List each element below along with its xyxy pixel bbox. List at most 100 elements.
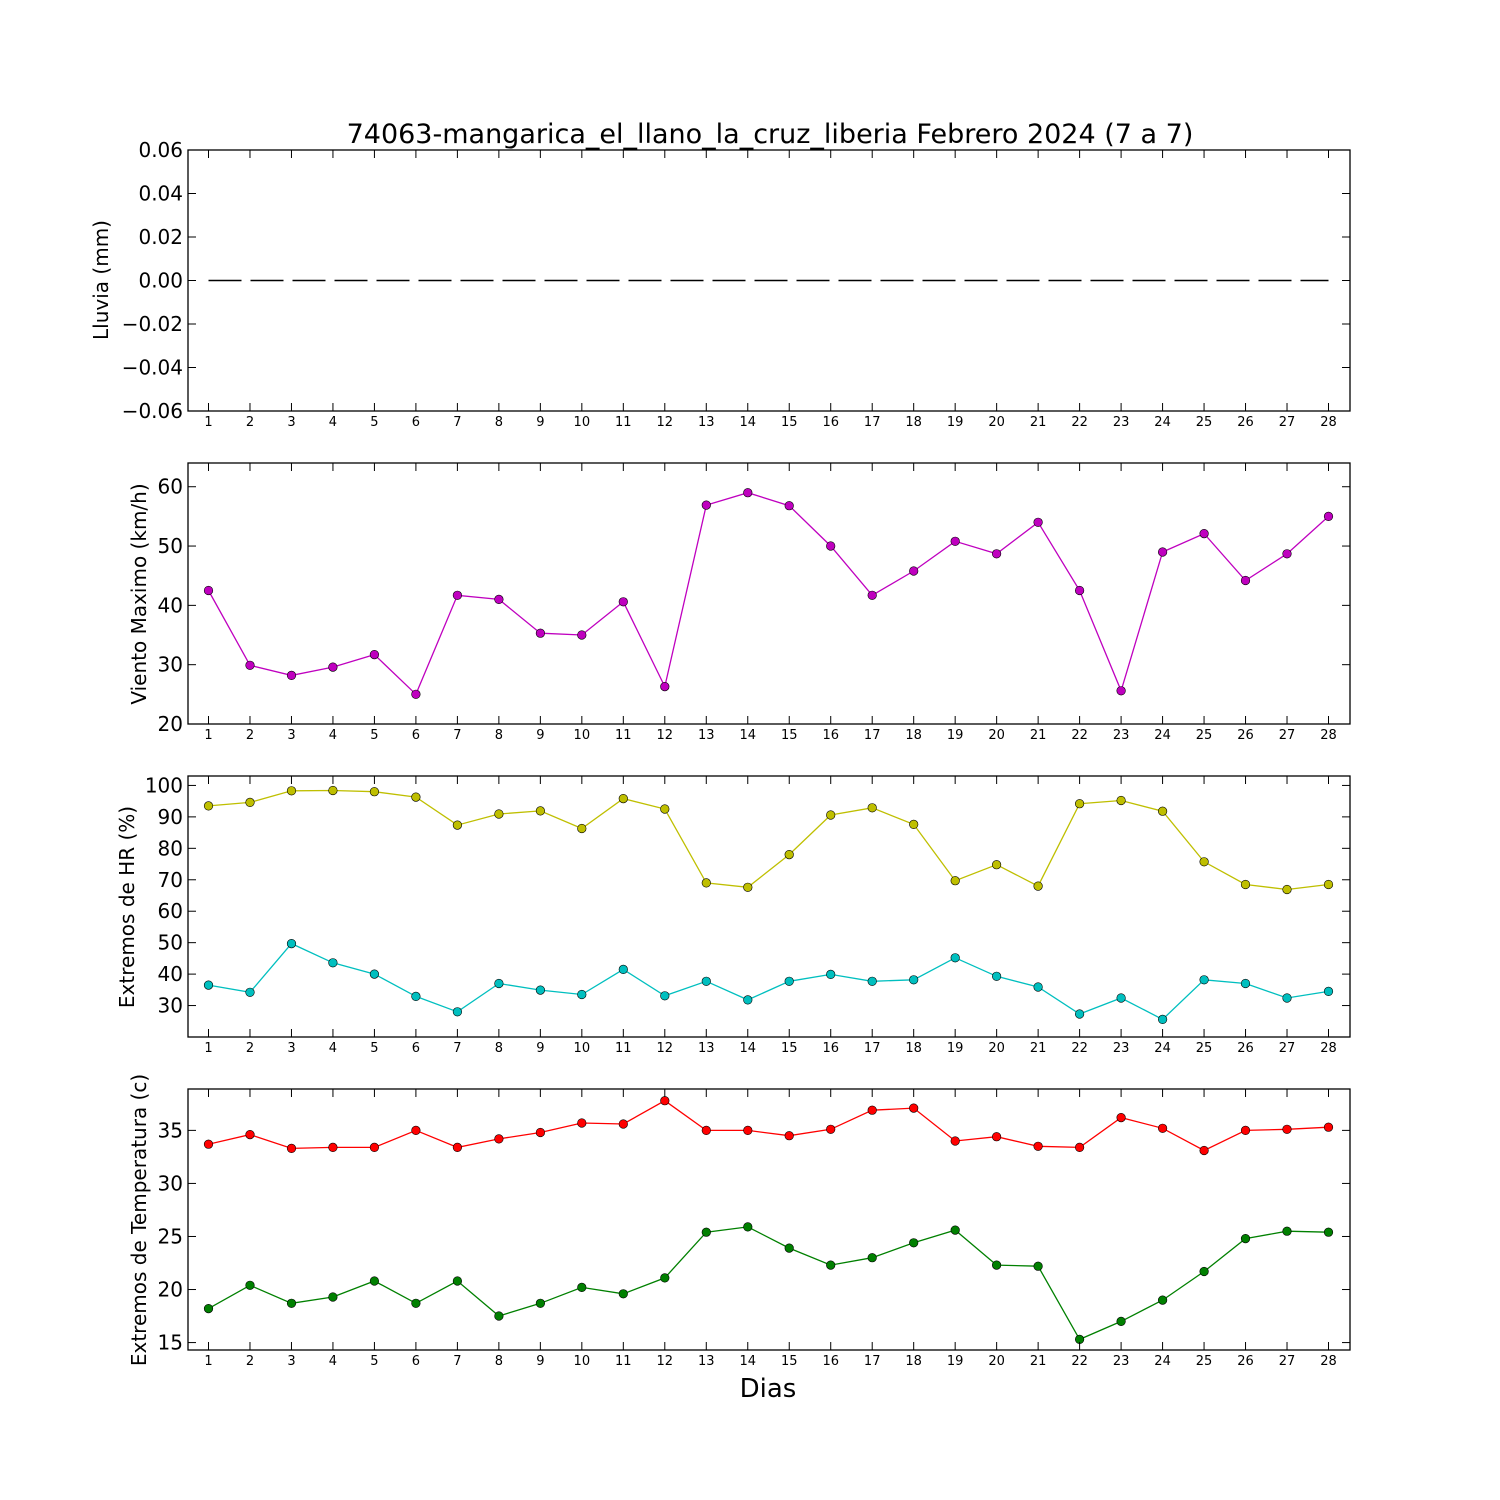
data-point <box>743 1125 753 1135</box>
data-point <box>1033 1261 1043 1271</box>
data-point <box>701 1227 711 1237</box>
data-point <box>1199 975 1209 985</box>
data-point <box>867 803 877 813</box>
data-point <box>1240 978 1251 989</box>
data-point <box>991 1260 1002 1270</box>
y-tick-label: 60 <box>158 899 183 923</box>
data-point <box>452 1142 463 1152</box>
y-tick-label: 100 <box>145 773 183 797</box>
x-tick-label: 22 <box>1071 415 1088 430</box>
x-tick-label: 17 <box>864 1354 881 1369</box>
data-point <box>950 876 960 886</box>
x-tick-label: 10 <box>574 728 591 743</box>
x-tick-label: 9 <box>536 1041 544 1056</box>
x-tick-label: 6 <box>412 1354 420 1369</box>
data-point <box>452 1007 463 1017</box>
x-tick-label: 27 <box>1279 728 1296 743</box>
data-point <box>245 1280 255 1290</box>
x-tick-label: 11 <box>615 1041 632 1056</box>
data-point <box>867 1253 877 1263</box>
data-point <box>328 1142 338 1152</box>
data-point <box>494 1311 504 1321</box>
data-point <box>826 541 836 551</box>
data-point <box>909 975 919 985</box>
data-point <box>618 1289 628 1299</box>
x-tick-label: 16 <box>822 1041 839 1056</box>
data-point <box>660 1273 670 1283</box>
data-point <box>784 1243 794 1253</box>
data-point <box>203 980 214 990</box>
data-point <box>452 590 463 600</box>
x-tick-label: 20 <box>988 728 1005 743</box>
y-tick-label: 30 <box>158 994 183 1018</box>
x-tick-label: 17 <box>864 728 881 743</box>
panel-rain: 0.060.040.020.00−0.02−0.04−0.06 1 2 3 4 5 6 7 8 9… <box>122 138 1351 430</box>
data-point <box>701 1125 711 1135</box>
x-tick-label: 25 <box>1196 1041 1213 1056</box>
data-point <box>1282 993 1292 1003</box>
data-point <box>452 820 463 830</box>
data-point <box>1323 1227 1334 1237</box>
x-tick-label: 28 <box>1320 1041 1337 1056</box>
x-tick-label: 16 <box>822 1354 839 1369</box>
x-tick-label: 5 <box>370 415 378 430</box>
data-point <box>1240 575 1251 586</box>
x-tick-label: 27 <box>1279 415 1296 430</box>
y-tick-label: 0.00 <box>138 269 183 293</box>
x-axis-label: Dias <box>740 1374 797 1404</box>
x-tick-label: 12 <box>657 1354 674 1369</box>
data-point <box>784 1131 794 1141</box>
data-point <box>245 987 255 997</box>
x-tick-label: 23 <box>1113 1354 1130 1369</box>
data-point <box>743 1222 753 1232</box>
x-tick-label: 19 <box>947 728 964 743</box>
data-point <box>909 1103 919 1113</box>
data-point <box>867 976 877 986</box>
x-tick-label: 24 <box>1154 1354 1171 1369</box>
data-point <box>1323 1122 1334 1132</box>
x-tick-label: 1 <box>204 1354 212 1369</box>
series-line-temperature-0 <box>208 1099 1329 1152</box>
data-point <box>701 500 711 510</box>
x-tick-label: 2 <box>246 1354 254 1369</box>
x-tick-label: 4 <box>329 728 337 743</box>
x-tick-label: 13 <box>698 1041 715 1056</box>
data-point <box>494 978 504 989</box>
data-point <box>743 995 753 1005</box>
x-tick-label: 1 <box>204 1041 212 1056</box>
x-tick-label: 1 <box>204 728 212 743</box>
x-tick-label: 28 <box>1320 415 1337 430</box>
x-tick-label: 8 <box>495 728 503 743</box>
x-tick-label: 7 <box>453 415 461 430</box>
x-tick-label: 13 <box>698 1354 715 1369</box>
x-tick-label: 2 <box>246 415 254 430</box>
y-axis-label-wind: Viento Maximo (km/h) <box>127 483 151 704</box>
data-point <box>1116 1316 1126 1326</box>
y-tick-label: 40 <box>158 593 183 617</box>
x-tick-label: 14 <box>739 1041 756 1056</box>
x-tick-label: 12 <box>657 1041 674 1056</box>
data-point <box>1240 879 1251 890</box>
data-point <box>411 991 421 1002</box>
x-tick-label: 5 <box>370 1354 378 1369</box>
data-point <box>1033 517 1043 527</box>
data-point <box>1157 1014 1168 1025</box>
x-tick-label: 22 <box>1071 1041 1088 1056</box>
data-point <box>328 785 338 796</box>
x-tick-label: 17 <box>864 415 881 430</box>
data-point <box>867 590 877 600</box>
data-point <box>286 938 297 949</box>
y-tick-label: 35 <box>158 1118 183 1142</box>
data-point <box>1116 686 1126 696</box>
data-point <box>1199 528 1209 539</box>
x-tick-label: 11 <box>615 415 632 430</box>
data-point <box>1116 1112 1126 1123</box>
y-axis-label-rain: Lluvia (mm) <box>89 220 113 340</box>
data-point <box>203 585 214 596</box>
data-point <box>369 1142 380 1152</box>
data-point <box>203 1303 214 1314</box>
data-point <box>411 1298 421 1308</box>
